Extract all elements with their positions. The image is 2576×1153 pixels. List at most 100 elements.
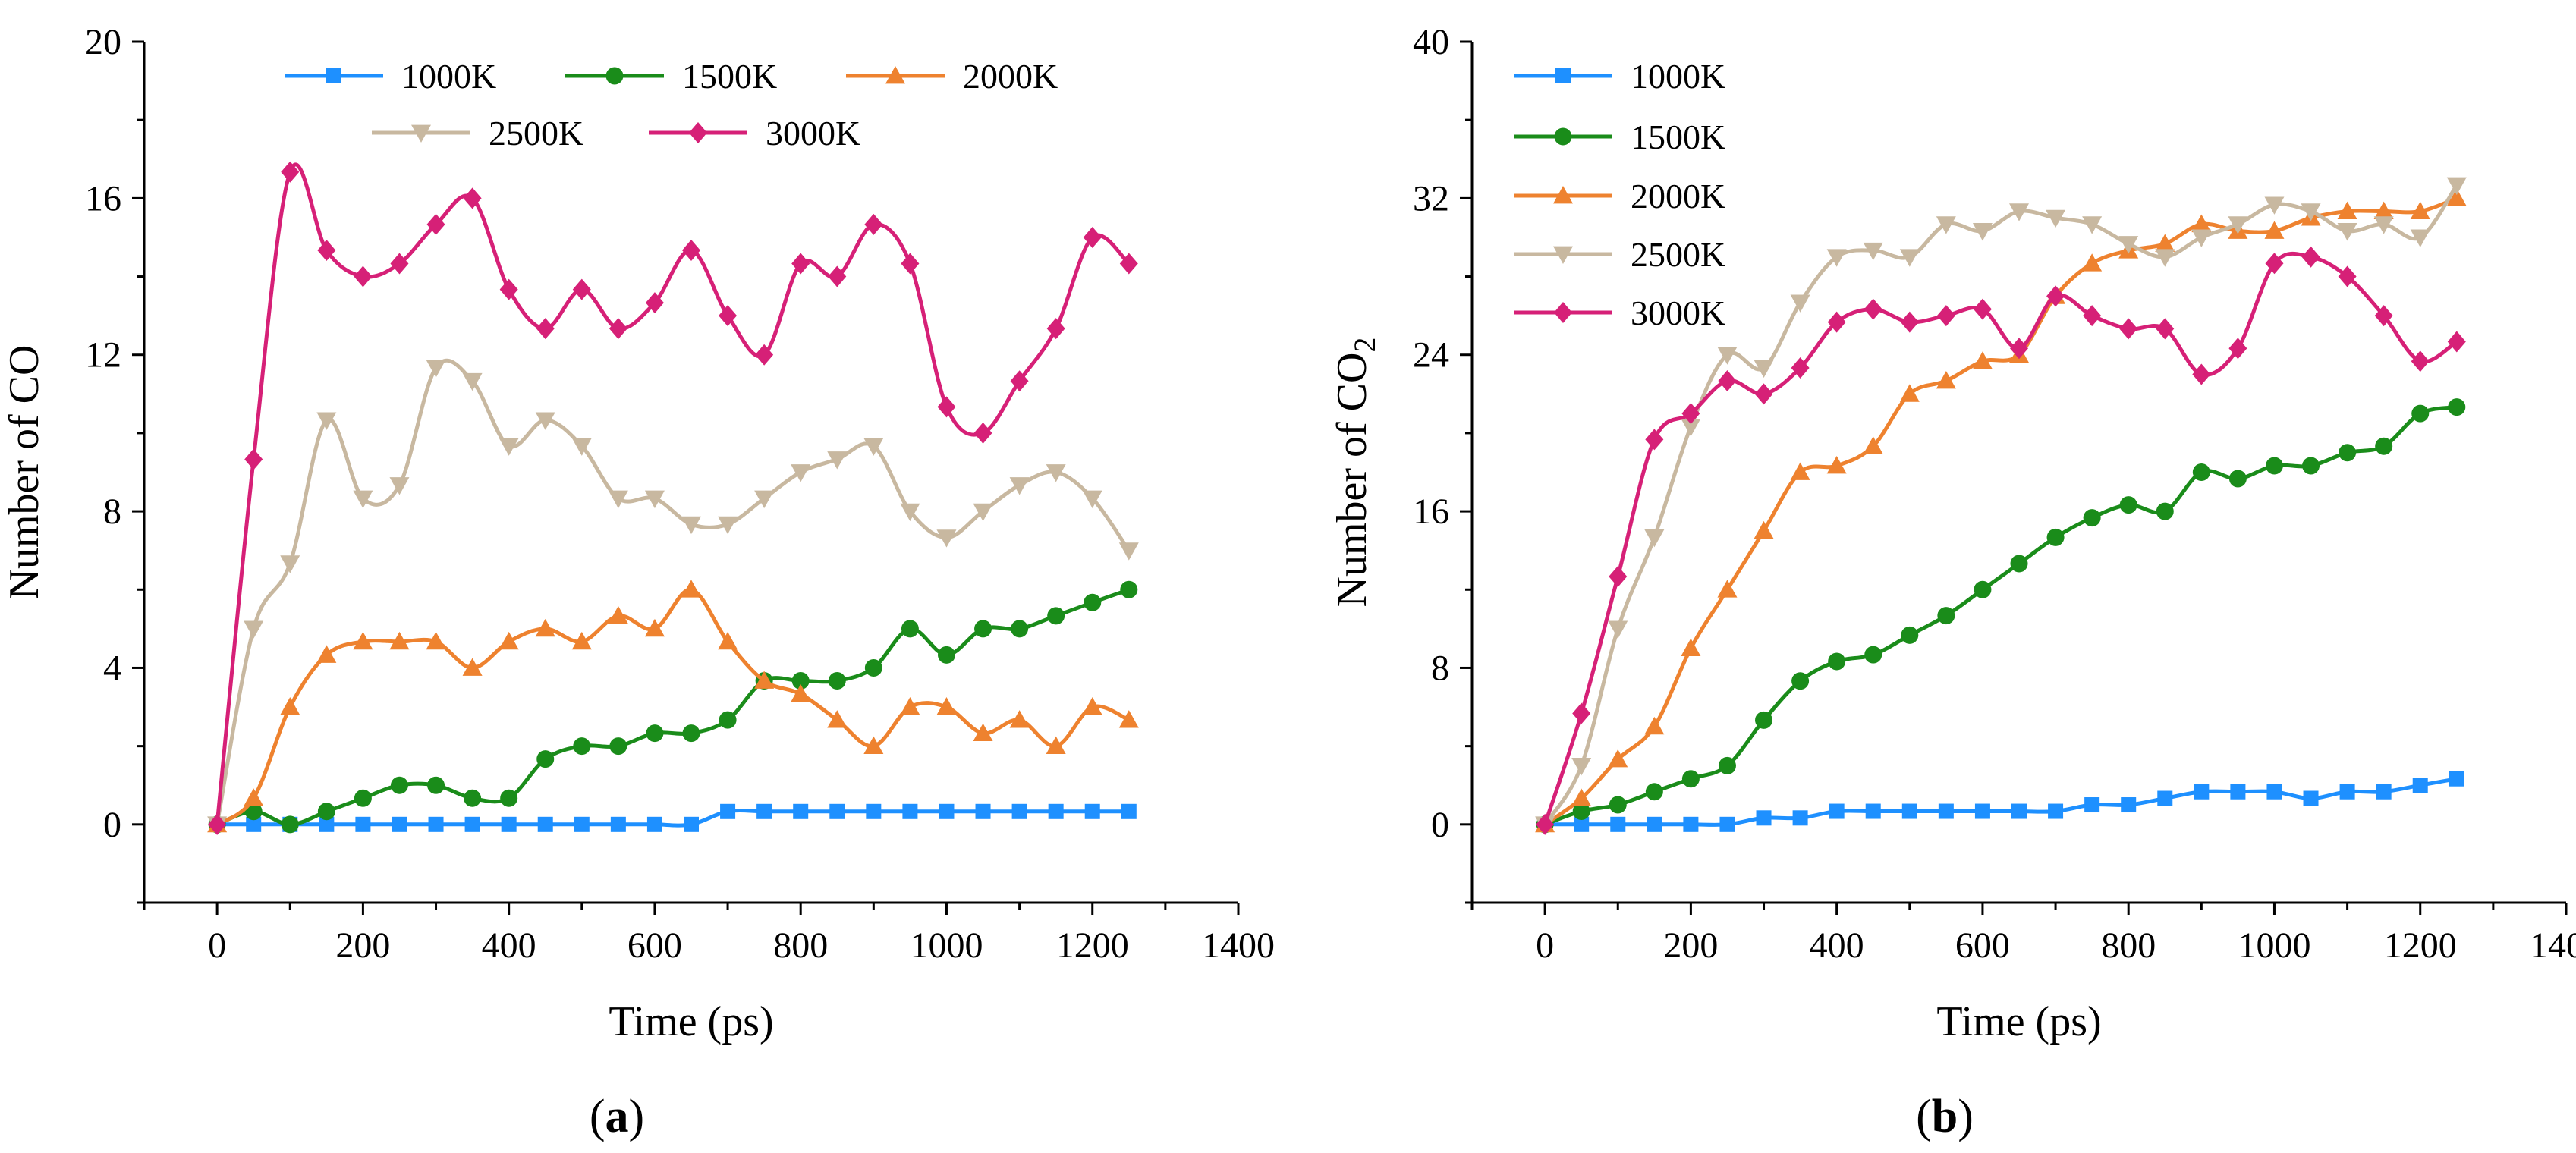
data-point-2500K [1571,758,1592,776]
data-point-2500K [1972,223,1993,241]
data-point-3000K [609,318,627,340]
series-2000K [1535,188,2467,833]
data-point-1500K [1755,711,1773,729]
data-point-2000K [353,631,373,650]
legend-marker-2000K [885,66,905,84]
x-tick-label: 1200 [1056,925,1129,966]
x-axis-title: Time (ps) [609,998,773,1045]
data-point-2500K [2228,216,2248,234]
data-point-1500K [2046,528,2065,546]
data-point-1000K [2048,803,2064,819]
data-point-2500K [535,412,555,430]
data-point-2500K [1608,620,1628,639]
data-point-1500K [2265,457,2283,475]
data-point-2000K [1082,697,1102,715]
data-point-3000K [2374,305,2393,327]
series-2500K [207,358,1139,834]
data-point-3000K [281,161,300,183]
data-point-1500K [719,711,737,729]
data-point-2000K [1936,371,1956,389]
data-point-2500K [499,438,519,456]
legend: 1000K 1500K 2000K 2500K 3000K [1514,57,1725,332]
data-point-3000K [2156,318,2175,340]
series-line-3000K [1543,251,2458,825]
data-point-3000K [1572,702,1591,724]
data-point-2000K [973,723,993,742]
series-line-2000K [215,587,1130,826]
data-point-2500K [2410,229,2430,247]
legend-label: 3000K [1631,294,1725,332]
data-point-2500K [1863,242,1883,261]
data-point-1500K [354,789,372,807]
legend-label: 1500K [1631,118,1725,156]
series-line-2500K [1543,184,2458,826]
data-point-2000K [1644,716,1665,735]
data-point-2000K [1608,749,1628,768]
legend-label: 1500K [682,57,777,96]
data-point-2500K [462,372,483,391]
x-tick-label: 800 [773,925,828,966]
data-point-3000K [244,448,263,470]
data-point-2500K [1936,216,1956,234]
data-point-3000K [1754,383,1773,405]
data-point-2500K [1046,464,1066,482]
data-point-1000K [866,803,882,819]
data-point-3000K [317,239,336,261]
data-point-2500K [316,412,337,430]
y-tick-label: 0 [1431,805,1449,845]
data-point-1500K [646,724,664,743]
data-point-1000K [2376,784,2392,800]
data-point-1000K [793,803,809,819]
data-point-1500K [1084,593,1102,611]
legend: 1000K 1500K 2000K 2500K 3000K [285,57,1058,152]
data-point-3000K [1718,370,1737,392]
data-point-2500K [2191,229,2212,247]
data-point-1000K [1048,803,1064,819]
legend-marker-1000K [1555,68,1571,83]
data-point-3000K [755,344,774,366]
data-point-2500K [863,438,884,456]
data-point-2500K [2118,236,2139,254]
x-tick-label: 1000 [2238,925,2310,966]
y-tick-label: 16 [85,178,121,218]
series-2500K [1535,177,2467,834]
data-point-3000K [2046,285,2065,307]
series-line-1500K [216,587,1130,827]
data-point-2000K [426,631,446,650]
legend-label: 1000K [1631,57,1725,96]
data-point-1500K [937,646,955,664]
legend-label: 2000K [1631,177,1725,215]
data-point-2000K [1899,384,1920,402]
data-point-1500K [536,750,555,768]
data-point-1000K [939,803,955,819]
legend-item-3000K: 3000K [649,114,860,152]
data-point-3000K [973,422,992,444]
data-point-1000K [355,816,371,832]
x-tick-label: 400 [1810,925,1864,966]
series-line-1500K [1544,405,2458,827]
data-point-1500K [281,815,299,834]
data-point-2500K [2046,209,2066,228]
legend-label: 3000K [766,114,860,152]
data-point-2000K [462,658,483,676]
data-point-1000K [2011,803,2027,819]
x-tick-label: 200 [1663,925,1718,966]
legend-marker-2500K [1553,246,1573,264]
series-line-1000K [217,809,1129,828]
series-line-2500K [215,358,1131,825]
y-tick-label: 12 [85,335,121,375]
data-point-1000K [319,816,335,832]
legend-marker-2500K [411,124,431,143]
legend-marker-1500K [605,67,624,85]
legend-marker-1000K [326,68,341,83]
data-point-3000K [2228,338,2247,360]
legend-item-1000K: 1000K [285,57,496,96]
data-point-2500K [791,464,811,482]
data-point-2500K [827,451,848,470]
legend-label: 2500K [1631,235,1725,274]
data-point-2500K [1754,360,1774,379]
data-point-2500K [571,438,592,456]
data-point-1500K [573,737,591,756]
data-point-2000K [754,671,775,689]
